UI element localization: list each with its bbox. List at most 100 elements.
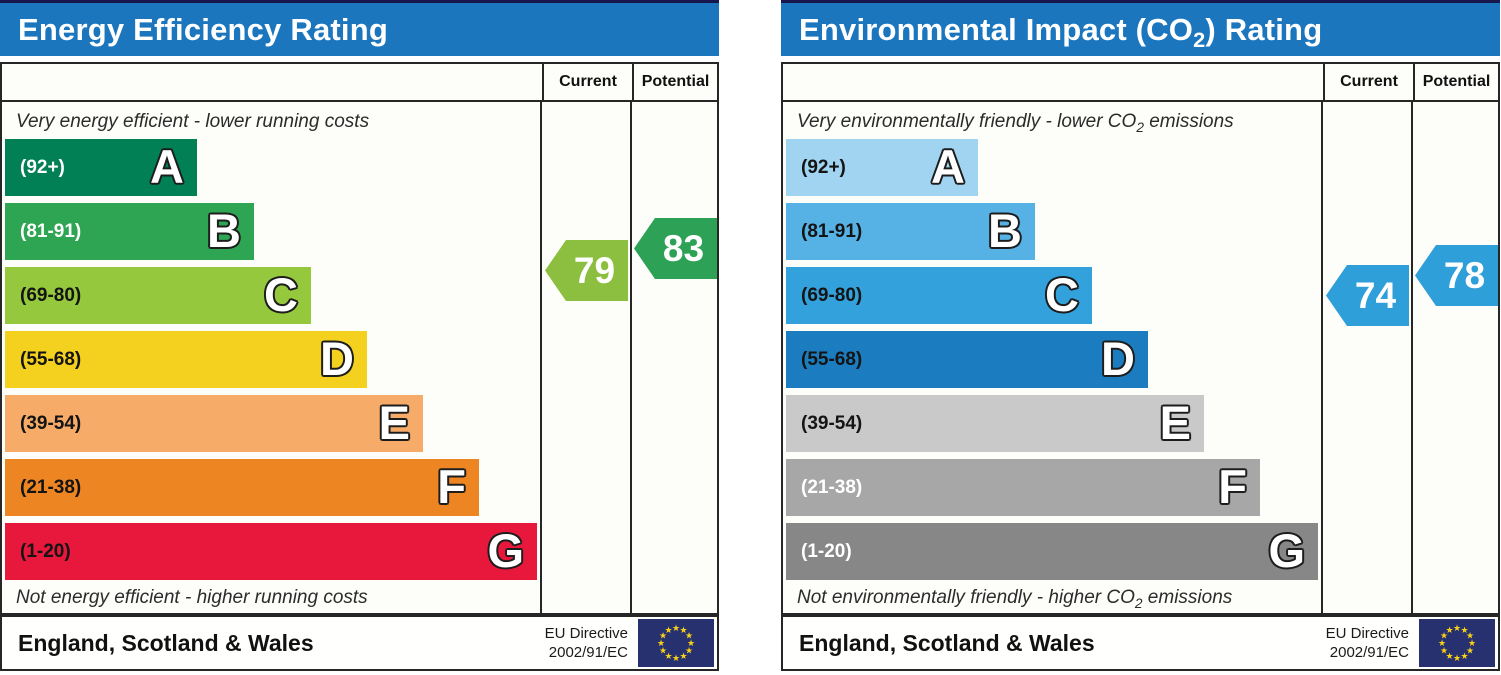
band-letter: D <box>320 331 354 385</box>
band-letter: D <box>1101 331 1135 385</box>
eu-directive-line2: 2002/91/EC <box>548 644 628 661</box>
svg-text:★: ★ <box>664 651 672 661</box>
band-range-label: (1-20) <box>20 540 71 562</box>
svg-text:★: ★ <box>1445 651 1453 661</box>
band-letter: E <box>1159 395 1191 449</box>
svg-text:★: ★ <box>1440 646 1448 656</box>
svg-text:★: ★ <box>1445 625 1453 635</box>
panel-title: Environmental Impact (CO2) Rating <box>799 12 1322 51</box>
current-rating-value: 79 <box>573 249 616 291</box>
band-range-label: (55-68) <box>801 348 863 370</box>
panel-title-subscript: 2 <box>1193 26 1206 52</box>
band-range-label: (81-91) <box>801 220 863 242</box>
band-row-d: (55-68) D <box>786 331 1148 388</box>
rating-table: Current Potential Very energy efficient - … <box>0 62 719 615</box>
column-header-potential: Potential <box>632 64 717 100</box>
eu-directive-line1: EU Directive <box>544 624 628 642</box>
svg-text:★: ★ <box>1438 638 1446 648</box>
panel-title: Energy Efficiency Rating <box>18 12 388 48</box>
band-row-b: (81-91) B <box>5 203 254 260</box>
band-letter: B <box>207 203 241 257</box>
svg-text:★: ★ <box>659 631 667 641</box>
svg-text:★: ★ <box>679 625 687 635</box>
band-row-a: (92+) A <box>786 139 978 196</box>
column-header-potential-label: Potential <box>1422 73 1491 90</box>
footer-region-label: England, Scotland & Wales <box>783 630 1326 657</box>
band-range-label: (81-91) <box>20 220 82 242</box>
svg-text:★: ★ <box>659 646 667 656</box>
svg-text:★: ★ <box>672 653 680 663</box>
footer-region-text: England, Scotland & Wales <box>799 629 1095 656</box>
svg-text:★: ★ <box>1466 631 1474 641</box>
environmental-impact-panel: Environmental Impact (CO2) Rating Current… <box>781 0 1500 671</box>
band-letter: C <box>264 267 298 321</box>
caption-top-text: Very energy efficient - lower running co… <box>16 111 370 132</box>
rating-bands: (92+) A (81-91) B (69-80) C (55-68) D (39-54) E (2… <box>2 139 717 580</box>
current-column-divider <box>540 102 542 613</box>
caption-top-text-post: emissions <box>1143 111 1234 132</box>
svg-text:★: ★ <box>1453 623 1461 633</box>
caption-bottom: Not environmentally friendly - higher CO… <box>783 580 1498 614</box>
band-letter: G <box>1268 523 1305 577</box>
caption-bottom-text: Not environmentally friendly - higher CO <box>797 587 1135 608</box>
column-header-row: Current Potential <box>2 64 717 102</box>
caption-bottom-text: Not energy efficient - higher running co… <box>16 587 368 608</box>
band-row-c: (69-80) C <box>786 267 1092 324</box>
caption-bottom-subscript: 2 <box>1134 595 1143 611</box>
band-range-label: (69-80) <box>20 284 82 306</box>
eu-directive-label: EU Directive 2002/91/EC <box>1326 624 1419 663</box>
potential-rating-value: 83 <box>662 227 705 269</box>
rating-table: Current Potential Very environmentally fri… <box>781 62 1500 615</box>
band-range-label: (69-80) <box>801 284 863 306</box>
band-letter: E <box>378 395 410 449</box>
band-row-f: (21-38) F <box>5 459 479 516</box>
caption-top: Very energy efficient - lower running co… <box>2 102 717 139</box>
eu-directive-line2: 2002/91/EC <box>1329 644 1409 661</box>
band-row-b: (81-91) B <box>786 203 1035 260</box>
svg-text:★: ★ <box>687 638 695 648</box>
svg-text:★: ★ <box>672 623 680 633</box>
svg-text:★: ★ <box>664 625 672 635</box>
column-header-current: Current <box>542 64 632 100</box>
column-header-potential: Potential <box>1413 64 1498 100</box>
band-letter: B <box>988 203 1022 257</box>
band-range-label: (39-54) <box>801 412 863 434</box>
band-row-e: (39-54) E <box>5 395 423 452</box>
rating-bands: (92+) A (81-91) B (69-80) C (55-68) D (39-54) E (2… <box>783 139 1498 580</box>
band-row-d: (55-68) D <box>5 331 367 388</box>
band-letter: A <box>150 139 184 193</box>
caption-bottom: Not energy efficient - higher running co… <box>2 580 717 614</box>
band-range-label: (1-20) <box>801 540 852 562</box>
caption-top: Very environmentally friendly - lower CO… <box>783 102 1498 139</box>
column-header-current: Current <box>1323 64 1413 100</box>
column-header-current-label: Current <box>559 73 617 90</box>
svg-text:★: ★ <box>685 631 693 641</box>
column-header-current-label: Current <box>1340 73 1398 90</box>
svg-text:★: ★ <box>1440 631 1448 641</box>
current-rating-value: 74 <box>1354 274 1397 316</box>
footer-region-label: England, Scotland & Wales <box>2 630 545 657</box>
band-range-label: (92+) <box>20 156 65 178</box>
potential-column-divider <box>630 102 632 613</box>
panel-footer: England, Scotland & Wales EU Directive 200… <box>781 615 1500 671</box>
band-letter: A <box>931 139 965 193</box>
column-header-potential-label: Potential <box>641 73 710 90</box>
band-row-e: (39-54) E <box>786 395 1204 452</box>
eu-directive-label: EU Directive 2002/91/EC <box>545 624 638 663</box>
svg-text:★: ★ <box>1466 646 1474 656</box>
band-range-label: (21-38) <box>20 476 82 498</box>
svg-text:★: ★ <box>1460 651 1468 661</box>
column-header-spacer <box>2 64 542 100</box>
column-header-row: Current Potential <box>783 64 1498 102</box>
caption-top-subscript: 2 <box>1136 119 1144 135</box>
band-letter: F <box>437 459 466 513</box>
band-letter: F <box>1218 459 1247 513</box>
svg-text:★: ★ <box>1453 653 1461 663</box>
band-letter: C <box>1045 267 1079 321</box>
band-row-g: (1-20) G <box>786 523 1318 580</box>
eu-flag-icon: ★ ★★★★★★★★★★★ <box>1419 619 1495 667</box>
svg-text:★: ★ <box>657 638 665 648</box>
column-header-spacer <box>783 64 1323 100</box>
band-range-label: (39-54) <box>20 412 82 434</box>
